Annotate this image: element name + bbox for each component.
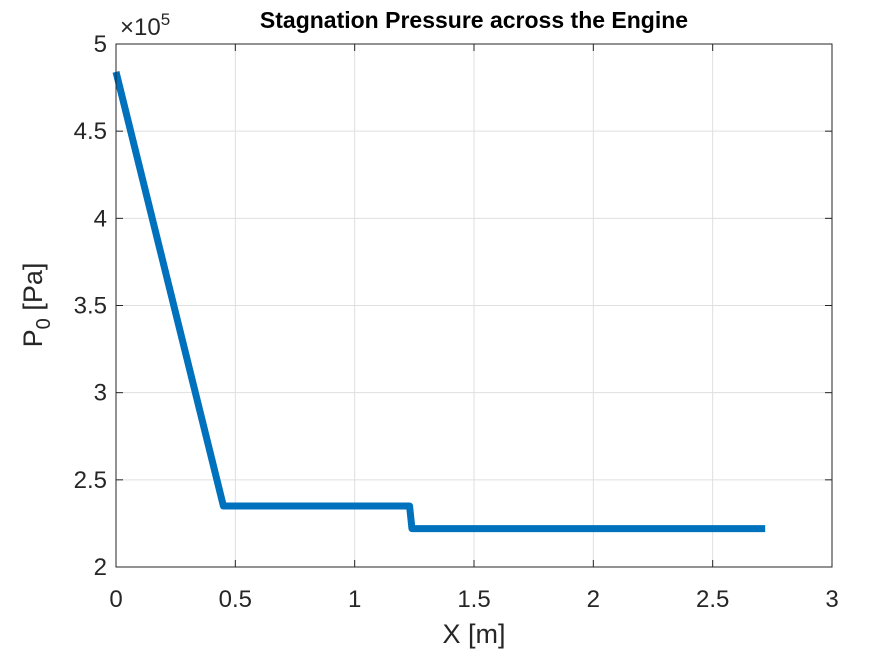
x-tick-label: 3 [825, 586, 838, 613]
x-tick-label: 2.5 [696, 586, 729, 613]
y-axis-title: P0 [Pa] [18, 263, 55, 348]
x-tick-label: 2 [587, 586, 600, 613]
y-axis-title-unit: [Pa] [18, 263, 48, 319]
y-exponent-label: ×105 [120, 10, 170, 41]
x-tick-label: 1.5 [457, 586, 490, 613]
y-axis-title-subscript: 0 [33, 318, 55, 329]
y-exponent-power: 5 [161, 10, 170, 29]
y-tick-label: 3 [94, 380, 107, 407]
x-tick-labels: 0 0.5 1 1.5 2 2.5 3 [109, 586, 838, 613]
axes [115, 43, 833, 568]
y-tick-label: 4 [94, 205, 107, 232]
y-tick-label: 5 [94, 31, 107, 58]
y-tick-labels: 2 2.5 3 3.5 4 4.5 5 [74, 31, 107, 581]
x-tick-label: 0 [109, 586, 122, 613]
y-tick-label: 2.5 [74, 467, 107, 494]
chart-title: Stagnation Pressure across the Engine [260, 7, 688, 33]
y-tick-label: 2 [94, 554, 107, 581]
x-axis-title: X [m] [442, 619, 505, 649]
series-layer [112, 71, 766, 533]
series-line [112, 71, 766, 533]
x-tick-label: 1 [348, 586, 361, 613]
y-tick-label: 3.5 [74, 293, 107, 320]
y-tick-label: 4.5 [74, 118, 107, 145]
x-tick-label: 0.5 [219, 586, 252, 613]
